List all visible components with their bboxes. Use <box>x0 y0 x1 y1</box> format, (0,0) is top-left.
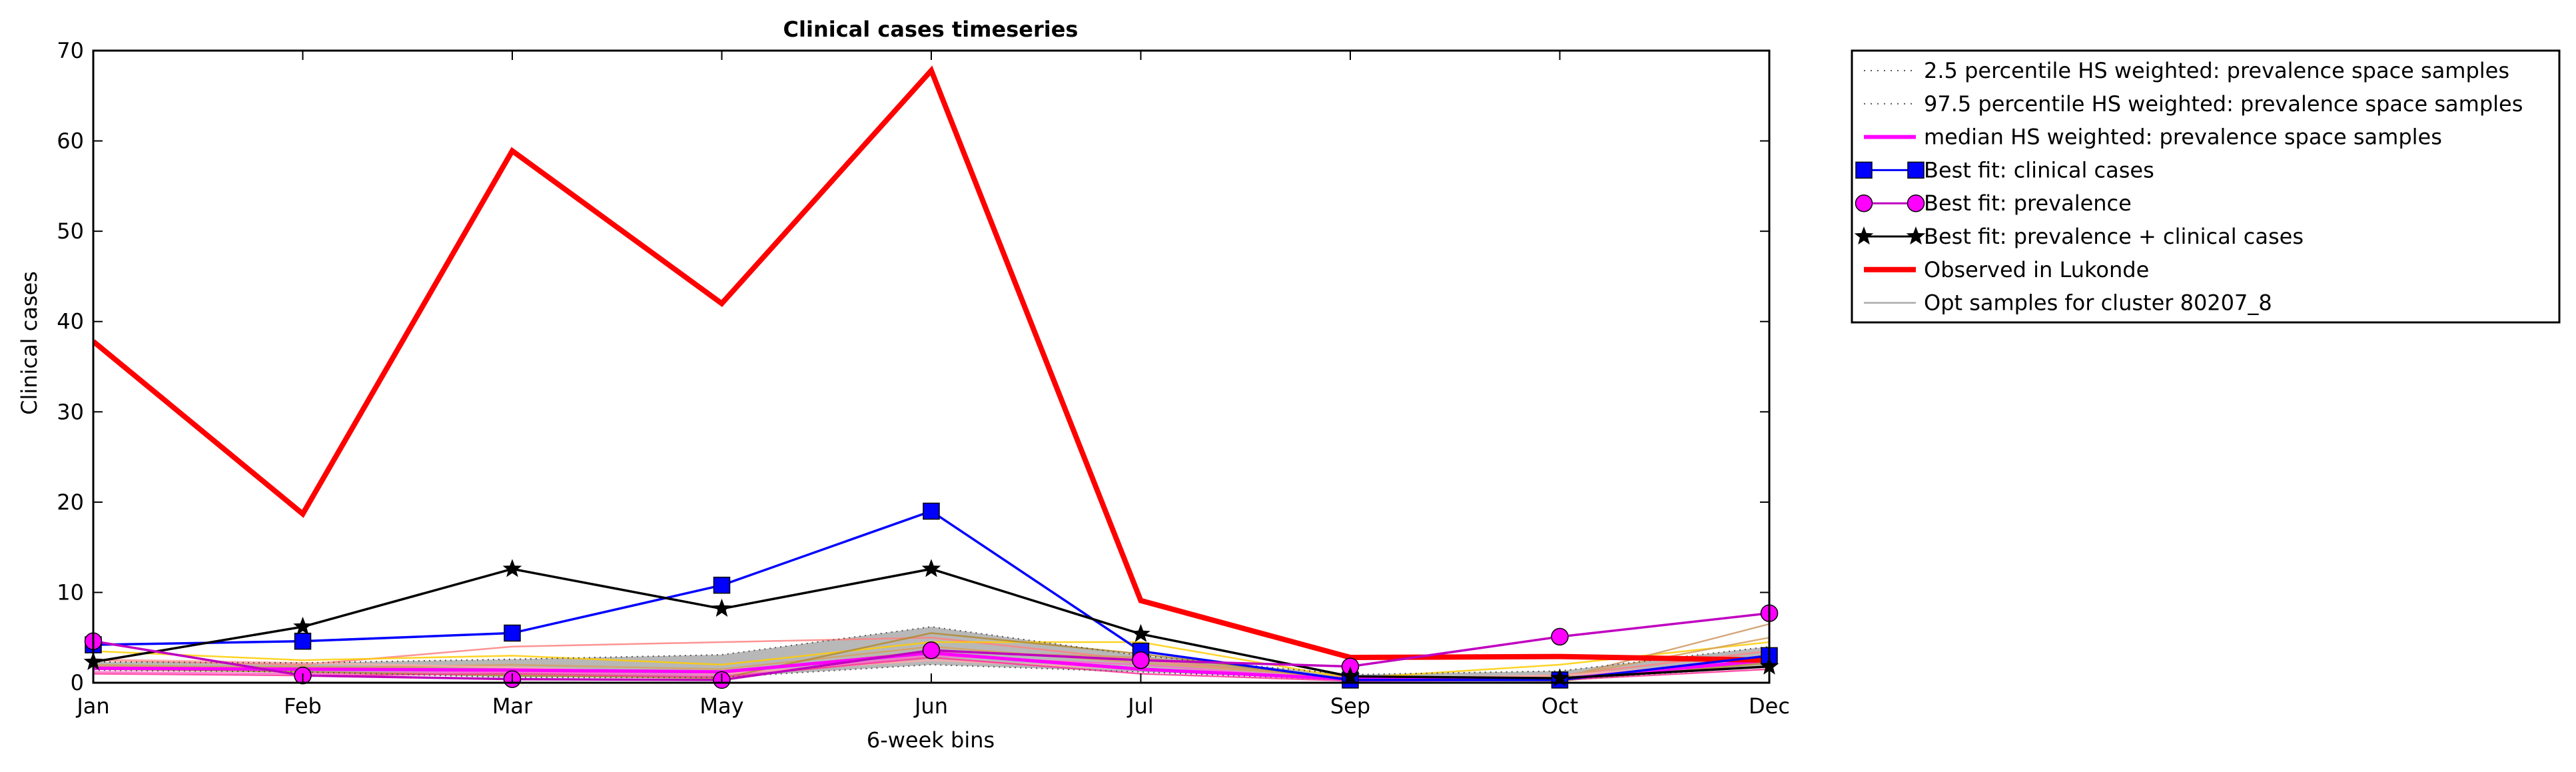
x-tick-label: Feb <box>284 693 322 719</box>
series-4-point-3 <box>504 624 521 642</box>
x-tick-label: Dec <box>1749 693 1790 719</box>
legend-item-7-label: Observed in Lukonde <box>1924 257 2149 282</box>
x-tick-label: Jul <box>1126 693 1154 719</box>
series-5-point-8 <box>1551 627 1569 646</box>
legend-item-6-label: Best fit: prevalence + clinical cases <box>1924 224 2304 249</box>
y-tick-label: 70 <box>57 38 84 63</box>
y-tick-label: 50 <box>57 218 84 244</box>
y-tick-label: 60 <box>57 129 84 154</box>
series-5-point-6 <box>1132 651 1150 669</box>
series-7-line <box>93 65 1769 663</box>
x-tick-label: Jun <box>913 693 948 719</box>
plot-content <box>93 65 1769 682</box>
y-tick-label: 0 <box>71 670 84 695</box>
series-4-point-2 <box>294 632 312 650</box>
x-tick-label: Mar <box>492 693 533 719</box>
axes: 0 10 20 30 40 50 60 70 Jan Feb Mar May Jun Jul Sep Oct D… <box>57 38 1790 719</box>
series-4-point-5 <box>923 502 940 520</box>
y-tick-label: 40 <box>57 309 84 334</box>
legend-item-6-marker-start <box>1854 226 1874 245</box>
legend-item-5-marker-end <box>1907 194 1925 212</box>
x-tick-label: Jan <box>75 693 109 719</box>
x-tick-label: Oct <box>1541 693 1578 719</box>
y-tick-label: 30 <box>57 399 84 424</box>
legend-item-2-label: 97.5 percentile HS weighted: prevalence … <box>1924 91 2523 117</box>
legend-item-4-label: Best fit: clinical cases <box>1924 157 2154 183</box>
y-axis-label: Clinical cases <box>17 271 42 415</box>
sample-line-6 <box>93 658 1769 679</box>
y-tick-label: 10 <box>57 579 84 605</box>
x-axis-label: 6-week bins <box>867 727 995 753</box>
chart-title: Clinical cases timeseries <box>783 17 1078 42</box>
legend-item-5-marker-start <box>1855 194 1873 212</box>
legend-item-1-label: 2.5 percentile HS weighted: prevalence s… <box>1924 58 2509 83</box>
series-6-point-3 <box>502 559 522 578</box>
legend-item-3-label: median HS weighted: prevalence space sam… <box>1924 125 2442 150</box>
series-6-point-6 <box>1131 623 1150 642</box>
legend-item-5-label: Best fit: prevalence <box>1924 191 2132 216</box>
legend-item-6-marker-end <box>1906 226 1926 245</box>
legend-box <box>1851 49 2561 324</box>
plot-area <box>83 65 1779 689</box>
legend: 2.5 percentile HS weighted: prevalence s… <box>1851 49 2561 324</box>
legend-item-8-label: Opt samples for cluster 80207_8 <box>1924 290 2272 316</box>
series-6-point-5 <box>921 559 941 578</box>
legend-item-4-marker-end <box>1907 161 1925 179</box>
x-tick-label: May <box>699 693 743 719</box>
legend-item-4-marker-start <box>1855 161 1873 179</box>
x-tick-label: Sep <box>1330 693 1370 719</box>
series-5-point-5 <box>922 641 941 659</box>
y-tick-label: 20 <box>57 490 84 515</box>
series-4-point-4 <box>713 576 731 594</box>
plot-frame <box>92 49 1771 684</box>
series-6-point-2 <box>293 616 312 635</box>
series-6-point-4 <box>712 598 731 617</box>
